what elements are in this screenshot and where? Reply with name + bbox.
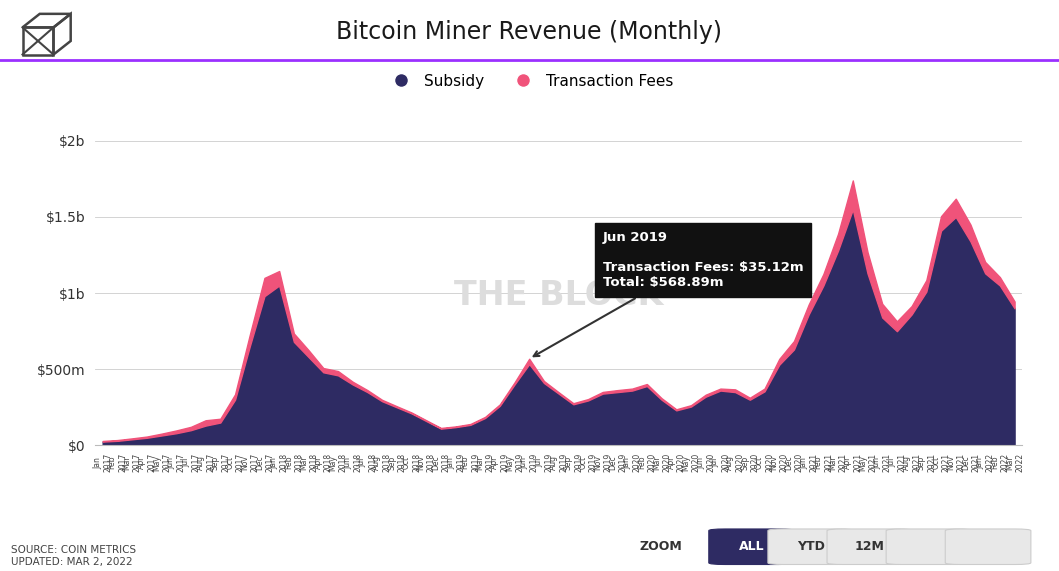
Text: YTD: YTD — [796, 540, 825, 553]
Text: Bitcoin Miner Revenue (Monthly): Bitcoin Miner Revenue (Monthly) — [337, 20, 722, 44]
Legend: Subsidy, Transaction Fees: Subsidy, Transaction Fees — [380, 67, 679, 95]
FancyBboxPatch shape — [886, 529, 972, 565]
Text: 12M: 12M — [855, 540, 884, 553]
Text: Jun 2019

Transaction Fees: $35.12m
Total: $568.89m: Jun 2019 Transaction Fees: $35.12m Total… — [534, 231, 804, 356]
FancyBboxPatch shape — [827, 529, 913, 565]
Text: ALL: ALL — [739, 540, 765, 553]
FancyBboxPatch shape — [768, 529, 854, 565]
FancyBboxPatch shape — [708, 529, 794, 565]
Text: ZOOM: ZOOM — [640, 540, 682, 553]
Text: SOURCE: COIN METRICS
UPDATED: MAR 2, 2022: SOURCE: COIN METRICS UPDATED: MAR 2, 202… — [11, 545, 136, 567]
FancyBboxPatch shape — [946, 529, 1030, 565]
Text: THE BLOCK: THE BLOCK — [454, 279, 663, 312]
